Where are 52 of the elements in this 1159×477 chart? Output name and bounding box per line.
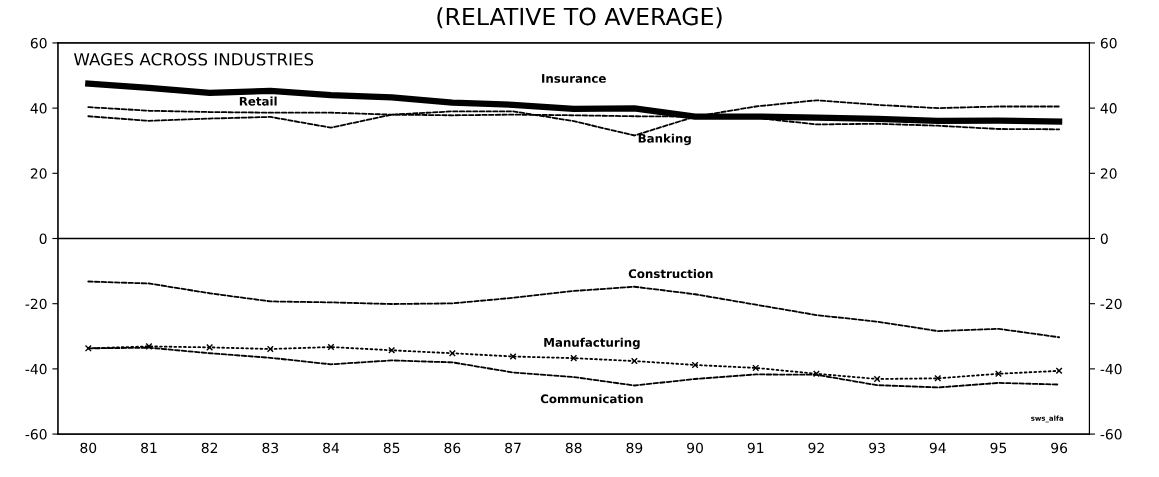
y2-tick-label: 20 bbox=[1100, 168, 1117, 179]
y2-tick-label: 60 bbox=[1100, 37, 1117, 49]
series-label: Retail bbox=[239, 96, 277, 106]
y2-tick-label: 0 bbox=[1100, 233, 1108, 244]
point bbox=[934, 374, 942, 382]
point bbox=[327, 343, 335, 351]
point bbox=[630, 357, 638, 365]
series-label: Banking bbox=[638, 133, 691, 146]
x-tick-label: 90 bbox=[687, 442, 703, 454]
x-tick-label: 88 bbox=[565, 442, 582, 454]
point bbox=[388, 346, 396, 354]
point bbox=[448, 349, 456, 357]
chart-title: WAGES ACROSS INDUSTRIES bbox=[73, 53, 314, 66]
x-tick-label: 96 bbox=[1051, 442, 1068, 454]
y-tick-label: 20 bbox=[30, 168, 47, 179]
y-tick-label: 0 bbox=[39, 233, 47, 244]
x-tick-label: 95 bbox=[990, 442, 1007, 454]
x-tick-label: 80 bbox=[80, 442, 97, 454]
x-tick-label: 92 bbox=[808, 442, 824, 454]
x-tick-label: 93 bbox=[869, 442, 885, 454]
y-tick-label: 60 bbox=[30, 37, 47, 49]
x-tick-label: 91 bbox=[747, 442, 764, 454]
point bbox=[266, 345, 274, 353]
x-tick-label: 82 bbox=[201, 442, 218, 454]
y2-tick-label: -40 bbox=[1100, 363, 1122, 375]
y2-tick-label: 40 bbox=[1100, 103, 1117, 114]
series-label: Communication bbox=[540, 394, 643, 404]
x-tick-label: 81 bbox=[141, 442, 157, 454]
text: Insurance bbox=[542, 74, 606, 83]
point bbox=[873, 375, 881, 383]
x-tick-label: 85 bbox=[383, 442, 400, 454]
y-tick-label: -60 bbox=[25, 429, 47, 440]
x-tick-label: 86 bbox=[444, 442, 461, 454]
chart-subtitle: (RELATIVE TO AVERAGE) bbox=[437, 7, 722, 29]
line-series bbox=[87, 280, 1061, 339]
point bbox=[1055, 367, 1063, 375]
y2-tick-label: -60 bbox=[1100, 429, 1122, 440]
x-tick-label: 89 bbox=[626, 442, 643, 454]
y-tick-label: 40 bbox=[30, 103, 47, 114]
point bbox=[509, 353, 517, 360]
point bbox=[570, 354, 578, 362]
point bbox=[752, 364, 760, 372]
x-tick-label: 87 bbox=[505, 442, 521, 454]
y2-tick-label: -20 bbox=[1100, 298, 1122, 310]
series-label: Manufacturing bbox=[544, 337, 640, 350]
y-tick-label: -20 bbox=[25, 298, 47, 310]
y-tick-label: -40 bbox=[25, 363, 47, 375]
x-tick-label: 84 bbox=[323, 442, 340, 454]
series-label: Construction bbox=[628, 268, 713, 279]
x-tick-label: 83 bbox=[262, 442, 279, 454]
x-tick-label: 94 bbox=[929, 442, 946, 454]
point bbox=[994, 370, 1002, 378]
